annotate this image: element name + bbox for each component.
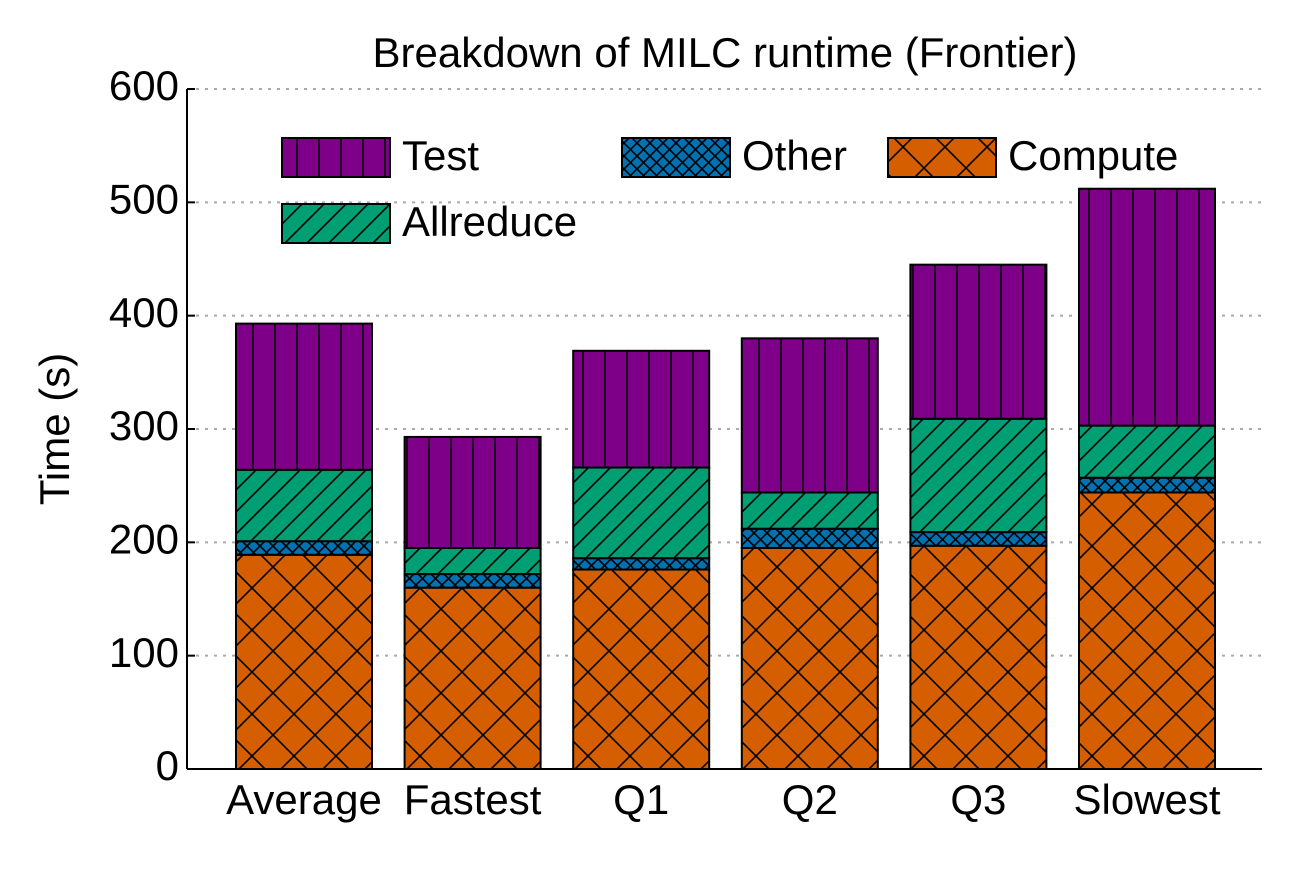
bar-segment	[740, 547, 879, 770]
legend-swatch	[621, 137, 731, 178]
bar-segment	[909, 531, 1048, 547]
y-tick-label: 600	[109, 62, 179, 109]
bar-segment	[740, 527, 879, 550]
x-tick-label: Fastest	[404, 776, 542, 823]
bar-segment	[1078, 491, 1216, 770]
bar-segment	[235, 322, 373, 471]
bar-segment	[1078, 424, 1216, 479]
legend-label: Compute	[1008, 132, 1178, 179]
x-tick-label: Average	[226, 776, 382, 823]
y-tick-label: 400	[109, 289, 179, 336]
bar-segment	[572, 349, 711, 469]
legend-swatch	[281, 203, 391, 244]
legend-swatch	[281, 137, 391, 178]
y-tick-label: 500	[109, 175, 179, 222]
bar-segment	[572, 466, 711, 560]
bar-segment	[403, 586, 542, 771]
bar-segment	[235, 553, 373, 770]
bar-segment	[572, 568, 711, 770]
bar-segment	[403, 435, 542, 549]
bar-segment	[740, 337, 879, 494]
legend-swatch	[887, 137, 997, 178]
bar-segment	[235, 540, 373, 556]
bar-segment	[740, 491, 879, 530]
chart-title: Breakdown of MILC runtime (Frontier)	[373, 29, 1078, 76]
y-tick-label: 200	[109, 515, 179, 562]
legend-label: Allreduce	[402, 198, 577, 245]
legend-label: Other	[742, 132, 847, 179]
x-tick-label: Q3	[950, 776, 1006, 823]
y-tick-label: 300	[109, 402, 179, 449]
bar-segment	[1078, 187, 1216, 427]
bar-segment	[403, 573, 542, 589]
bar-segment	[909, 417, 1048, 534]
y-tick-label: 100	[109, 629, 179, 676]
bar-segment	[572, 557, 711, 571]
bar-segment	[403, 547, 542, 576]
bar-segment	[235, 468, 373, 543]
bar-segment	[909, 263, 1048, 420]
legend-label: Test	[402, 132, 479, 179]
bar-segment	[909, 544, 1048, 770]
y-axis-label: Time (s)	[31, 353, 78, 505]
bar-segment	[1078, 476, 1216, 494]
x-tick-label: Q1	[613, 776, 669, 823]
y-tick-label: 0	[156, 742, 179, 789]
x-tick-label: Q2	[782, 776, 838, 823]
x-tick-label: Slowest	[1073, 776, 1220, 823]
